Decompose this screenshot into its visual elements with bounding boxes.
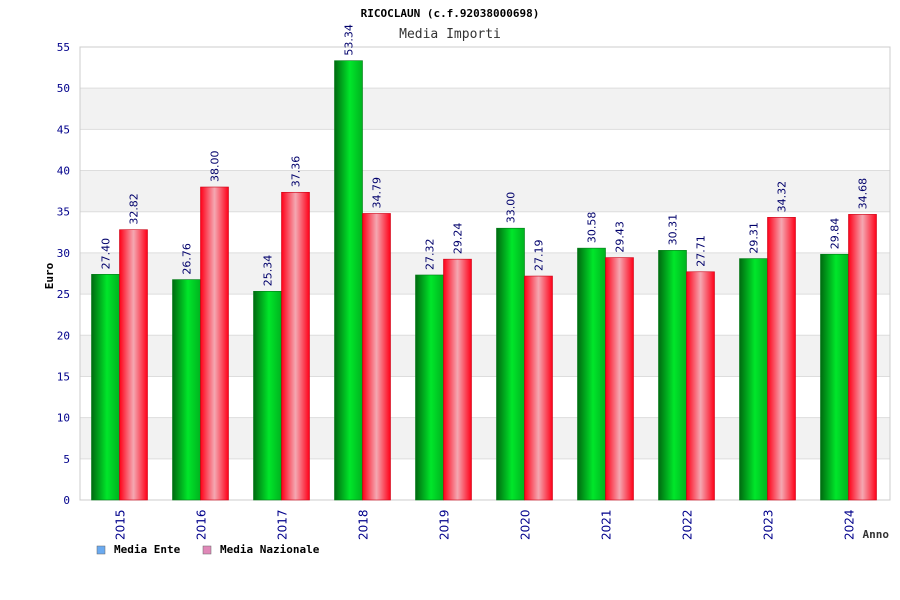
value-label-media-ente-2018: 53.34 <box>343 24 356 56</box>
x-axis-ticks: 2015 2016 2017 2018 2019 2020 2021 2022 2023 2024 <box>114 509 857 540</box>
value-label-media-ente-2023: 29.31 <box>748 222 761 254</box>
value-label-media-ente-2016: 26.76 <box>181 243 194 275</box>
value-label-media-nazionale-2018: 34.79 <box>371 177 384 209</box>
x-tick-label-2022: 2022 <box>681 509 695 540</box>
y-tick-label: 55 <box>57 41 70 54</box>
y-axis-ticks: 0 5 10 15 20 25 30 35 40 45 50 55 <box>57 41 70 507</box>
grid-band <box>80 88 890 130</box>
value-label-media-ente-2024: 29.84 <box>829 218 842 250</box>
bar-media-nazionale-2017 <box>281 191 310 501</box>
value-labels: 27.40 32.82 26.76 38.00 25.34 37.36 53.34 34.79… <box>100 24 870 286</box>
bar-media-nazionale-2016 <box>200 186 229 501</box>
legend-swatch-media-ente <box>96 545 106 555</box>
value-label-media-ente-2019: 27.32 <box>424 238 437 270</box>
chart-title: RICOCLAUN (c.f.92038000698) <box>361 7 540 20</box>
bar-media-ente-2021 <box>577 247 606 501</box>
x-axis-label: Anno <box>863 528 890 541</box>
legend-label-media-nazionale: Media Nazionale <box>220 543 320 556</box>
bar-media-nazionale-2023 <box>767 217 796 501</box>
bar-media-ente-2022 <box>658 250 687 501</box>
bar-media-ente-2017 <box>253 290 282 501</box>
value-label-media-nazionale-2019: 29.24 <box>452 223 465 255</box>
value-label-media-ente-2020: 33.00 <box>505 192 518 224</box>
y-axis-label: Euro <box>43 262 56 289</box>
value-label-media-nazionale-2017: 37.36 <box>290 156 303 188</box>
legend: Media Ente Media Nazionale <box>96 543 320 556</box>
y-tick-label: 45 <box>57 123 70 136</box>
bar-media-nazionale-2021 <box>605 257 634 501</box>
value-label-media-nazionale-2016: 38.00 <box>209 151 222 183</box>
legend-label-media-ente: Media Ente <box>114 543 181 556</box>
bar-media-ente-2018 <box>334 60 363 501</box>
bar-media-ente-2015 <box>91 274 120 501</box>
bar-media-nazionale-2019 <box>443 258 472 501</box>
value-label-media-ente-2017: 25.34 <box>262 255 275 287</box>
bar-media-nazionale-2015 <box>119 229 148 501</box>
y-tick-label: 10 <box>57 412 70 425</box>
bar-media-ente-2016 <box>172 279 201 501</box>
value-label-media-ente-2022: 30.31 <box>667 214 680 246</box>
value-label-media-nazionale-2021: 29.43 <box>614 221 627 253</box>
plot-frame <box>79 46 891 501</box>
value-label-media-nazionale-2015: 32.82 <box>128 193 141 225</box>
bar-media-ente-2023 <box>739 258 768 501</box>
y-tick-label: 30 <box>57 247 70 260</box>
x-tick-label-2017: 2017 <box>276 509 290 540</box>
x-tick-label-2016: 2016 <box>195 509 209 540</box>
y-tick-label: 15 <box>57 370 70 383</box>
value-label-media-nazionale-2020: 27.19 <box>533 240 546 272</box>
x-tick-label-2020: 2020 <box>519 509 533 540</box>
x-tick-label-2023: 2023 <box>762 509 776 540</box>
x-tick-label-2015: 2015 <box>114 509 128 540</box>
y-tick-label: 50 <box>57 82 70 95</box>
chart-subtitle: Media Importi <box>399 27 501 42</box>
x-tick-label-2024: 2024 <box>843 509 857 540</box>
x-tick-label-2021: 2021 <box>600 509 614 540</box>
x-tick-label-2018: 2018 <box>357 509 371 540</box>
y-tick-label: 0 <box>63 494 70 507</box>
y-tick-label: 40 <box>57 165 70 178</box>
y-tick-label: 5 <box>63 453 70 466</box>
y-tick-label: 20 <box>57 329 70 342</box>
bar-media-ente-2019 <box>415 274 444 501</box>
bar-media-ente-2020 <box>496 227 525 501</box>
value-label-media-nazionale-2022: 27.71 <box>695 235 708 267</box>
legend-swatch-media-nazionale <box>202 545 212 555</box>
y-tick-label: 35 <box>57 206 70 219</box>
value-label-media-nazionale-2023: 34.32 <box>776 181 789 213</box>
value-label-media-nazionale-2024: 34.68 <box>857 178 870 210</box>
bar-media-ente-2024 <box>820 253 849 501</box>
x-tick-label-2019: 2019 <box>438 509 452 540</box>
value-label-media-ente-2015: 27.40 <box>100 238 113 270</box>
value-label-media-ente-2021: 30.58 <box>586 212 599 244</box>
bars <box>91 60 877 501</box>
y-tick-label: 25 <box>57 288 70 301</box>
bar-media-nazionale-2018 <box>362 213 391 501</box>
bar-media-nazionale-2024 <box>848 214 877 501</box>
bar-media-nazionale-2020 <box>524 275 553 501</box>
bar-media-nazionale-2022 <box>686 271 715 501</box>
